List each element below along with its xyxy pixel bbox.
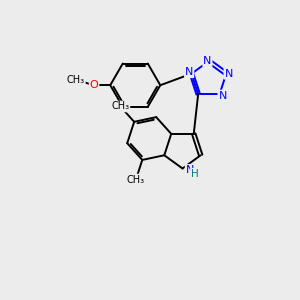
Text: H: H: [191, 169, 199, 179]
Text: N: N: [224, 69, 233, 79]
Text: O: O: [90, 80, 98, 90]
Text: N: N: [185, 67, 194, 77]
Text: N: N: [186, 165, 194, 175]
Text: CH₃: CH₃: [111, 101, 130, 112]
Text: N: N: [218, 91, 227, 100]
Text: CH₃: CH₃: [67, 75, 85, 85]
Text: CH₃: CH₃: [127, 175, 145, 184]
Text: N: N: [203, 56, 212, 66]
